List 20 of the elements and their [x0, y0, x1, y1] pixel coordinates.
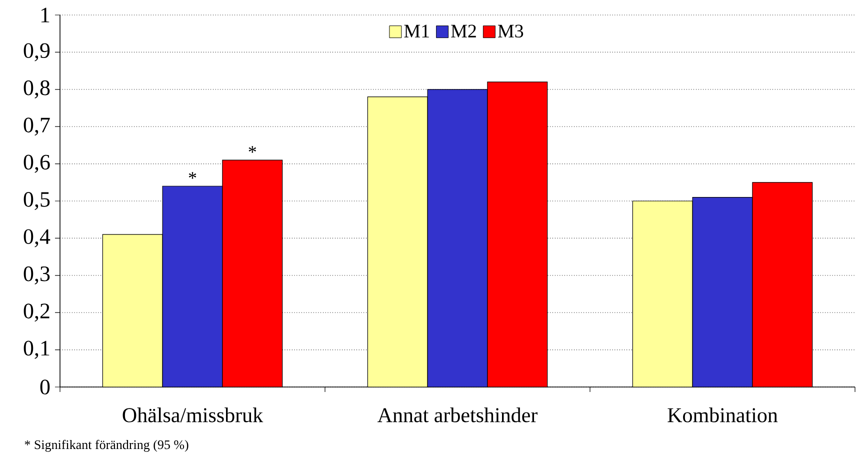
y-tick-label: 0,8: [24, 80, 50, 98]
text: * Signifikant förändring (95 %): [24, 440, 188, 452]
y-tick-label: 0,9: [24, 43, 50, 62]
x-tick-label: Ohälsa/missbruk: [122, 408, 264, 422]
legend-label: M1: [404, 24, 429, 38]
x-tick-label: Annat arbetshinder: [378, 408, 538, 422]
legend-label: M2: [451, 24, 476, 38]
annotation: *: [248, 146, 256, 153]
y-tick-label: 0,7: [24, 118, 50, 136]
y-tick-label: 1: [41, 8, 50, 22]
y-tick-label: 0,1: [24, 340, 50, 359]
legend-label: M3: [498, 24, 524, 38]
y-tick-label: 0,5: [24, 192, 50, 210]
y-tick-label: 0,6: [24, 154, 50, 173]
y-tick-label: 0,2: [24, 304, 50, 322]
y-tick-label: 0,4: [24, 229, 50, 248]
y-tick-label: 0: [40, 380, 50, 394]
y-tick-label: 0,3: [24, 266, 50, 284]
x-tick-label: Kombination: [668, 408, 778, 422]
annotation: *: [188, 172, 196, 179]
